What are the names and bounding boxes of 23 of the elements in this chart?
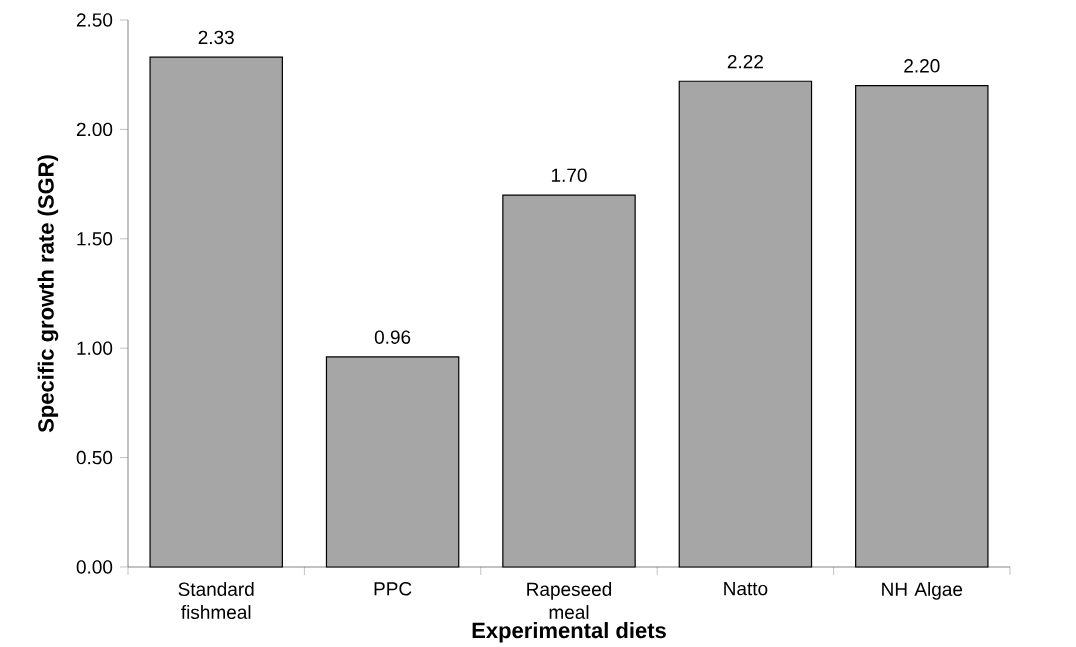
data-label: 1.70 bbox=[551, 168, 587, 182]
bar bbox=[678, 80, 813, 568]
x-tick-label: NH Algae bbox=[882, 582, 963, 600]
y-tick-label: 2.00 bbox=[76, 122, 113, 137]
bar bbox=[149, 56, 283, 568]
x-tick-label: Natto bbox=[724, 582, 768, 596]
bar bbox=[502, 194, 636, 568]
y-axis-title: Specific growth rate (SGR) bbox=[37, 155, 59, 433]
y-tick-label: 0.00 bbox=[76, 560, 113, 574]
x-tick-label: PPC bbox=[374, 582, 412, 596]
data-label: 2.33 bbox=[198, 30, 234, 45]
y-tick-label: 2.50 bbox=[76, 13, 113, 27]
x-axis-title: Experimental diets bbox=[472, 622, 666, 643]
y-tick-label: 0.50 bbox=[76, 450, 113, 465]
bar bbox=[855, 85, 989, 568]
y-tick-label: 1.50 bbox=[77, 232, 113, 246]
bar bbox=[325, 356, 460, 568]
x-tick-label: Rapeseed meal bbox=[527, 582, 612, 620]
data-label: 2.20 bbox=[904, 59, 940, 73]
data-label: 2.22 bbox=[727, 54, 763, 69]
y-tick-label: 1.00 bbox=[77, 341, 113, 355]
x-tick-label: Standard fishmeal bbox=[178, 582, 254, 620]
data-label: 0.96 bbox=[374, 330, 411, 344]
